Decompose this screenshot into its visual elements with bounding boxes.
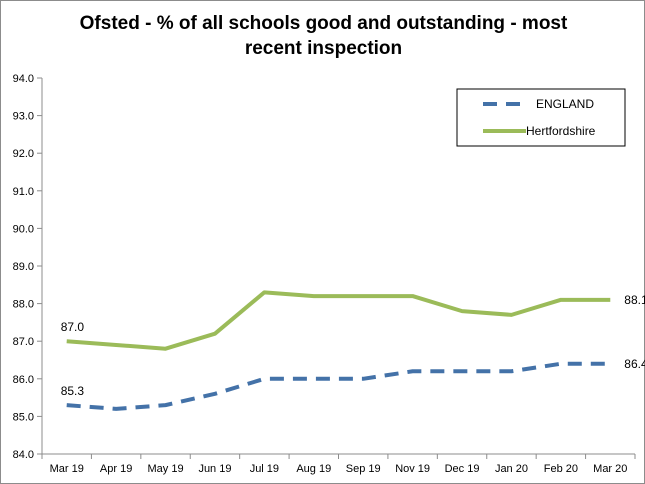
y-tick-label: 85.0	[13, 411, 34, 423]
x-tick-label: Mar 20	[593, 463, 627, 475]
y-tick-label: 87.0	[13, 336, 34, 348]
y-tick-label: 89.0	[13, 261, 34, 273]
data-label-last-england: 86.4	[624, 357, 645, 371]
x-tick-label: Dec 19	[445, 463, 480, 475]
y-tick-label: 86.0	[13, 374, 34, 386]
y-tick-label: 92.0	[13, 148, 34, 160]
legend: ENGLAND Hertfordshire	[456, 88, 626, 147]
x-tick-label: Sep 19	[346, 463, 381, 475]
y-tick-label: 88.0	[13, 299, 34, 311]
x-tick-label: Apr 19	[100, 463, 132, 475]
x-tick-label: Jun 19	[198, 463, 231, 475]
data-label-last-hertfordshire: 88.1	[624, 293, 645, 307]
y-tick-label: 93.0	[13, 111, 34, 123]
y-tick-label: 91.0	[13, 186, 34, 198]
series-line-hertfordshire	[66, 290, 611, 351]
data-labels: 85.3 86.4 87.0 88.1	[61, 293, 645, 398]
series-line-england	[66, 361, 611, 411]
data-label-first-england: 85.3	[61, 384, 85, 398]
y-tick-label: 94.0	[13, 73, 34, 85]
x-tick-label: Aug 19	[296, 463, 331, 475]
legend-box	[456, 88, 626, 147]
y-tick-label: 84.0	[13, 449, 34, 461]
x-tick-label: Mar 19	[50, 463, 84, 475]
x-tick-label: Jul 19	[250, 463, 279, 475]
x-tick-label: Nov 19	[395, 463, 430, 475]
chart-title: Ofsted - % of all schools good and outst…	[79, 13, 568, 59]
axes: 84.0 85.0 86.0 87.0 88.0 89.0 90.0 91.0 92.0 93.0…	[13, 73, 636, 475]
y-tick-label: 90.0	[13, 223, 34, 235]
x-tick-label: Feb 20	[544, 463, 578, 475]
x-tick-label: May 19	[148, 463, 184, 475]
legend-label-england: ENGLAND	[536, 97, 594, 111]
series-layer	[66, 290, 611, 411]
data-label-first-hertfordshire: 87.0	[61, 320, 85, 334]
legend-label-hertfordshire: Hertfordshire	[526, 124, 596, 138]
x-tick-label: Jan 20	[495, 463, 528, 475]
